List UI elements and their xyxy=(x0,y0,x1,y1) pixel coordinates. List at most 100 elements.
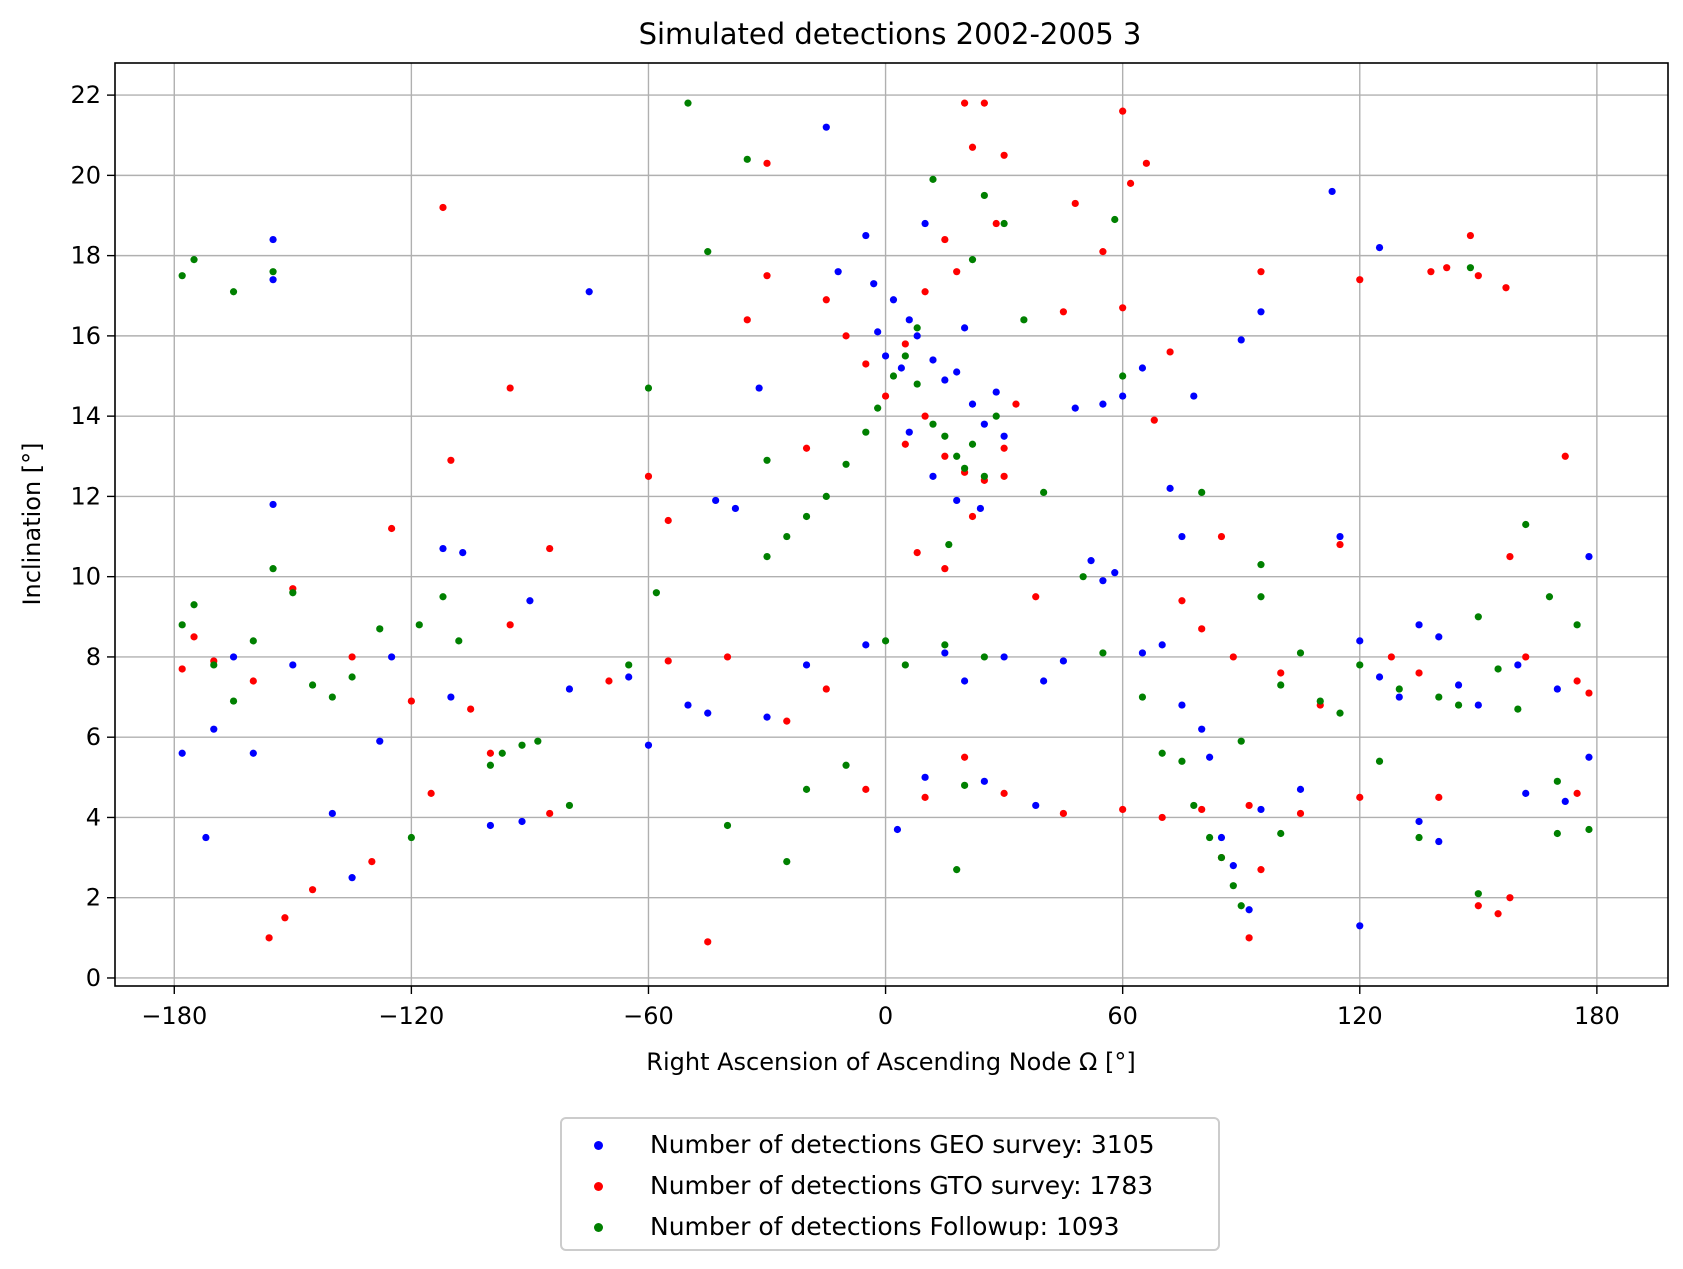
data-point-followup xyxy=(498,749,506,757)
data-point-geo xyxy=(1099,400,1107,408)
data-point-gto xyxy=(941,565,949,573)
data-point-gto xyxy=(1000,444,1008,452)
data-point-followup xyxy=(269,565,277,573)
data-point-geo xyxy=(1296,785,1305,793)
data-point-followup xyxy=(328,693,336,701)
data-point-gto xyxy=(348,653,356,661)
data-point-geo xyxy=(1585,553,1593,561)
data-point-geo xyxy=(269,235,277,244)
data-point-geo xyxy=(269,276,277,284)
data-point-geo xyxy=(941,376,949,384)
data-point-gto xyxy=(407,697,415,705)
data-point-geo xyxy=(1111,569,1119,577)
x-axis-ticks: −180 −120 −60 0 60 120 180 xyxy=(141,986,1620,1030)
data-point-geo xyxy=(755,384,763,392)
data-point-geo xyxy=(439,544,447,553)
data-point-gto xyxy=(388,524,396,533)
data-point-gto xyxy=(961,753,969,761)
data-point-followup xyxy=(941,641,949,649)
data-point-followup xyxy=(1356,661,1364,669)
data-point-geo xyxy=(953,368,961,376)
data-point-geo xyxy=(1099,577,1107,585)
data-point-gto xyxy=(1059,308,1067,316)
data-point-followup xyxy=(455,637,463,645)
data-point-followup xyxy=(178,272,186,280)
data-point-geo xyxy=(1032,801,1040,810)
data-point-gto xyxy=(1245,934,1253,942)
data-point-gto xyxy=(842,332,850,340)
data-point-followup xyxy=(1474,613,1482,621)
data-point-gto xyxy=(1466,231,1475,240)
data-point-gto xyxy=(427,789,435,797)
data-point-gto xyxy=(1415,669,1423,677)
legend-item-geo: Number of detections GEO survey: 3105 xyxy=(562,1125,1218,1165)
data-point-gto xyxy=(1012,400,1020,408)
data-point-gto xyxy=(1245,801,1253,810)
legend-item-gto: Number of detections GTO survey: 1783 xyxy=(562,1166,1218,1206)
data-point-followup xyxy=(874,404,882,412)
y-axis-ticks: 0 2 4 6 8 10 12 14 16 18 20 22 xyxy=(70,81,115,992)
legend-marker-gto xyxy=(594,1182,603,1191)
data-point-gto xyxy=(822,685,830,693)
data-point-followup xyxy=(743,155,751,163)
data-point-followup xyxy=(913,380,921,388)
data-point-geo xyxy=(862,231,870,240)
data-point-geo xyxy=(992,388,1000,396)
data-points xyxy=(178,99,1593,946)
data-point-geo xyxy=(1237,336,1245,344)
data-point-gto xyxy=(546,544,554,553)
legend-label-geo: Number of detections GEO survey: 3105 xyxy=(650,1130,1155,1159)
data-point-followup xyxy=(1237,737,1245,745)
data-point-followup xyxy=(1375,757,1384,765)
data-point-gto xyxy=(1000,789,1008,797)
data-point-gto xyxy=(743,316,751,324)
data-point-followup xyxy=(1553,829,1561,838)
data-point-gto xyxy=(1142,159,1150,167)
data-point-geo xyxy=(1395,693,1403,701)
x-tick-label: −60 xyxy=(623,1002,674,1030)
data-point-geo xyxy=(905,316,913,324)
data-point-followup xyxy=(644,384,653,392)
data-point-followup xyxy=(1514,705,1522,713)
data-point-followup xyxy=(1040,488,1048,496)
data-point-followup xyxy=(783,857,791,866)
y-tick-label: 16 xyxy=(70,322,101,350)
data-point-geo xyxy=(1000,653,1008,661)
data-point-geo xyxy=(913,332,921,340)
data-point-gto xyxy=(1474,272,1482,280)
data-point-gto xyxy=(901,440,909,448)
y-tick-label: 10 xyxy=(70,563,101,591)
data-point-followup xyxy=(1522,520,1530,529)
data-point-gto xyxy=(862,360,870,368)
grid-lines xyxy=(115,63,1668,986)
data-point-followup xyxy=(992,412,1000,420)
data-point-followup xyxy=(862,428,870,436)
data-point-gto xyxy=(1427,268,1435,276)
data-point-followup xyxy=(941,432,949,440)
data-point-geo xyxy=(388,653,396,661)
data-point-followup xyxy=(1415,833,1423,842)
x-axis-label: Right Ascension of Ascending Node Ω [°] xyxy=(646,1048,1135,1076)
legend-label-gto: Number of detections GTO survey: 1783 xyxy=(650,1171,1154,1200)
data-point-gto xyxy=(467,705,475,713)
data-point-followup xyxy=(625,661,633,669)
data-point-followup xyxy=(961,781,969,789)
data-point-geo xyxy=(921,219,929,228)
data-point-geo xyxy=(929,356,937,364)
data-point-geo xyxy=(1328,187,1336,196)
data-point-geo xyxy=(929,472,937,480)
data-point-gto xyxy=(1198,625,1206,633)
data-point-geo xyxy=(1245,906,1253,914)
data-point-followup xyxy=(783,532,791,541)
data-point-followup xyxy=(534,737,542,745)
data-point-geo xyxy=(881,352,890,360)
data-point-followup xyxy=(968,256,977,264)
data-point-gto xyxy=(1126,179,1135,187)
data-point-followup xyxy=(190,601,198,609)
data-point-gto xyxy=(265,934,273,942)
data-point-gto xyxy=(881,392,890,400)
data-point-geo xyxy=(1166,484,1174,492)
data-point-followup xyxy=(178,621,186,629)
data-point-geo xyxy=(1158,641,1166,649)
data-point-geo xyxy=(1553,685,1561,693)
